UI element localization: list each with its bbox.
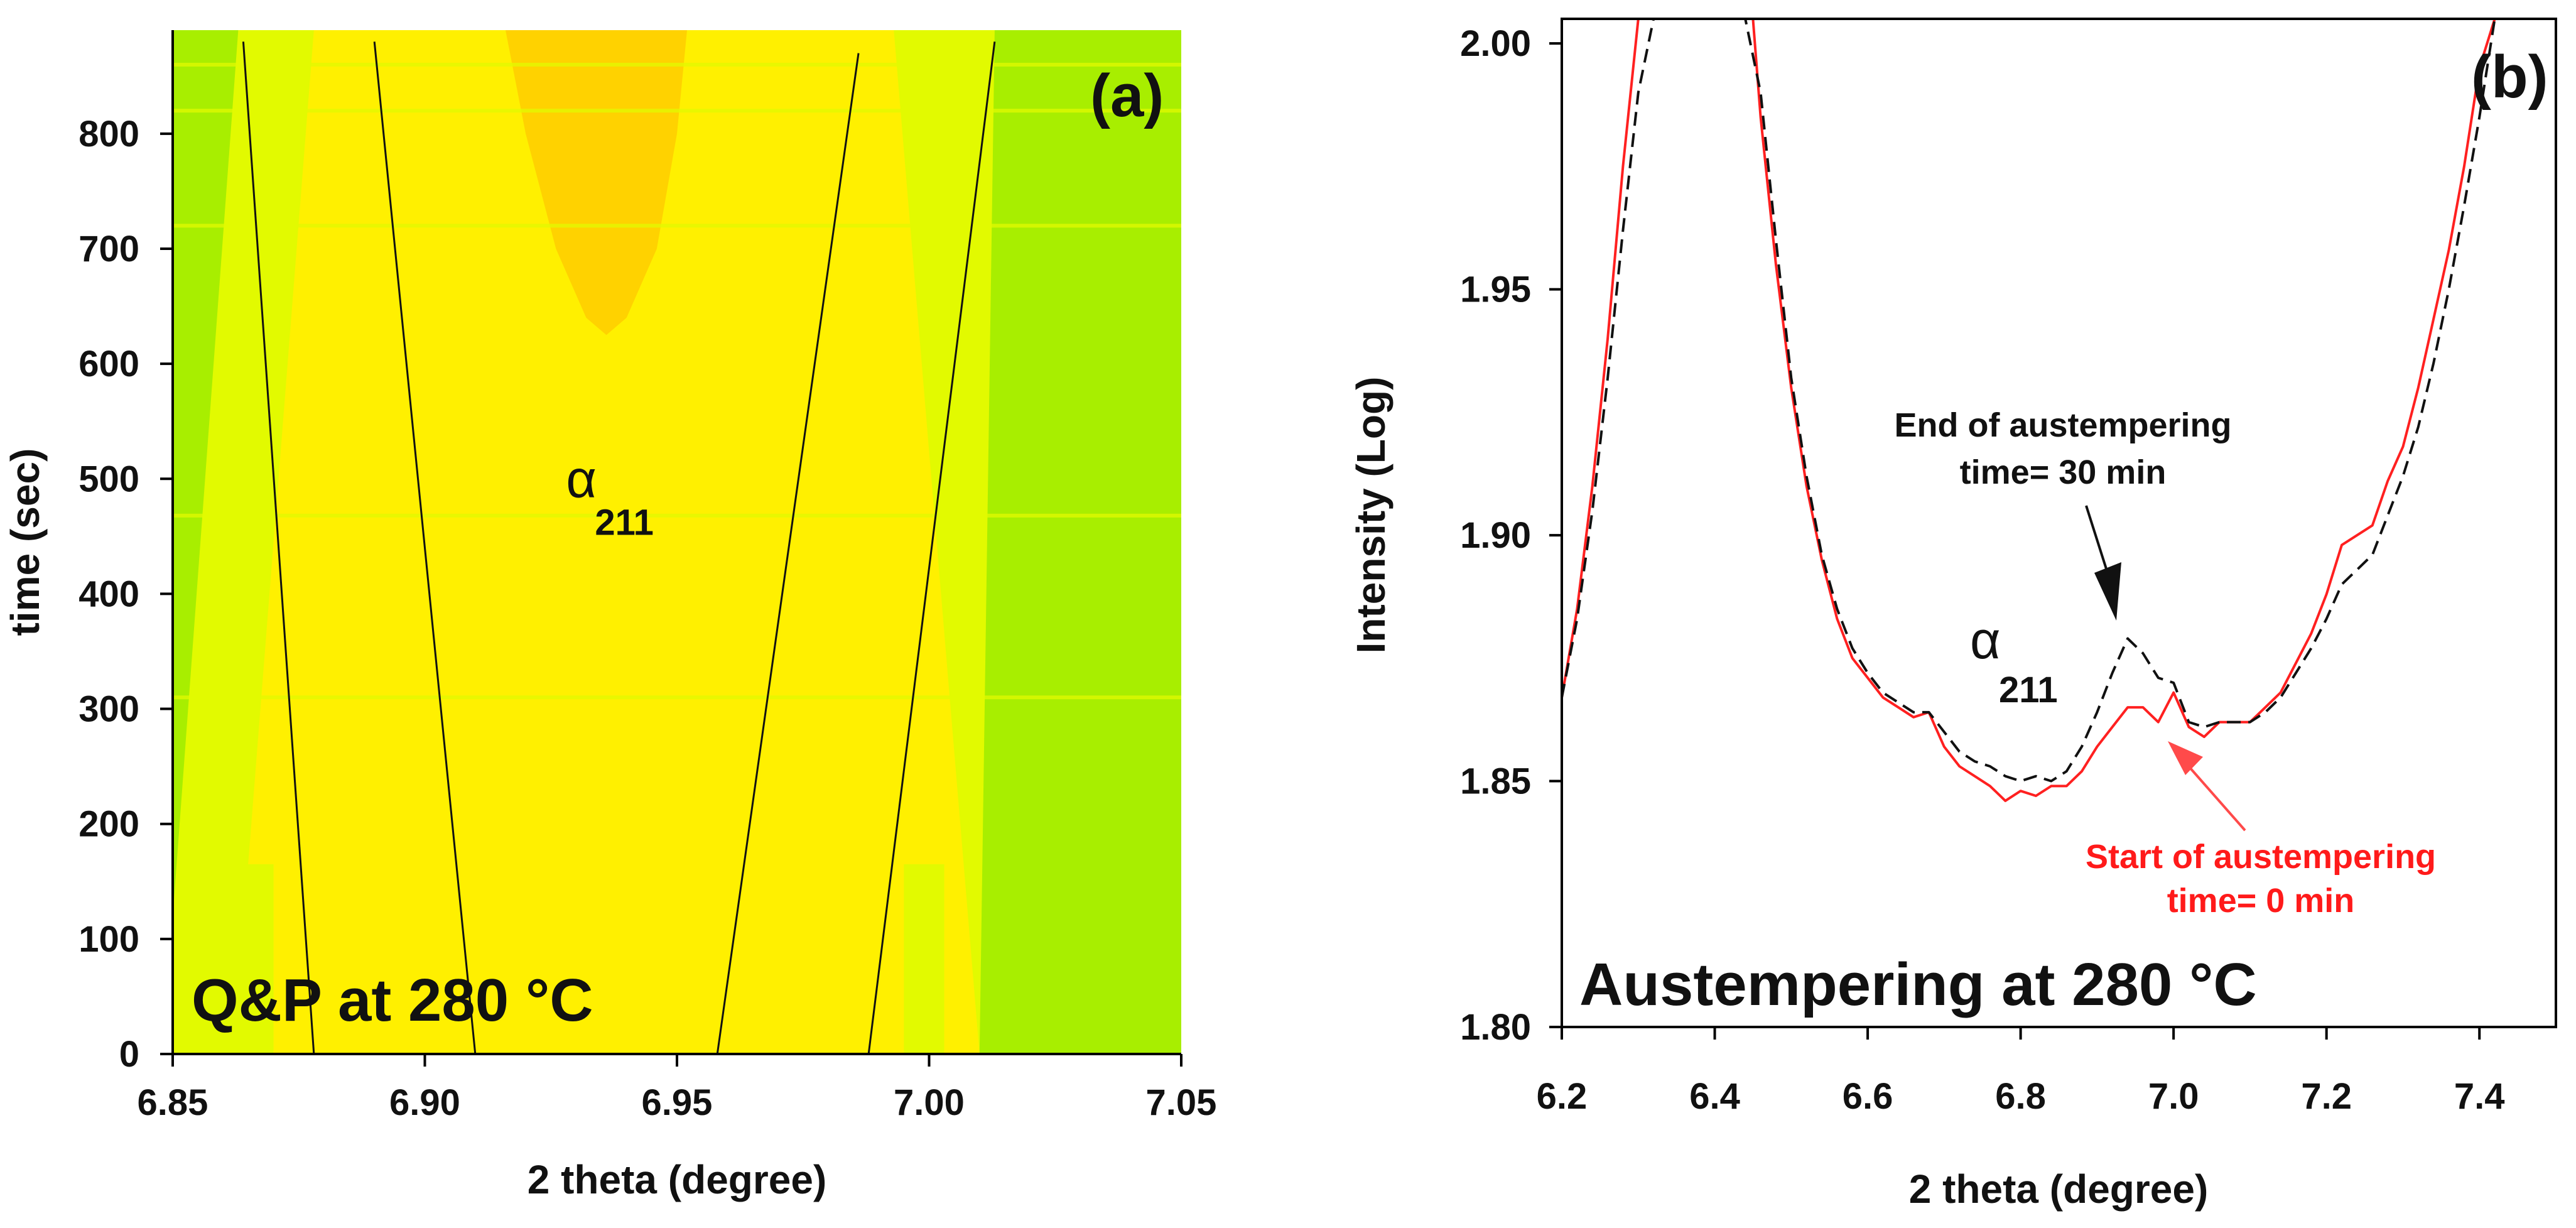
x-tick-label-a: 6.95 xyxy=(642,1082,713,1123)
end-label-line1: End of austempering xyxy=(1894,406,2231,444)
time-streak-4 xyxy=(173,695,1181,700)
x-tick-labels-b: 6.2 6.4 6.6 6.8 7.0 7.2 7.4 xyxy=(1537,1076,2505,1117)
plot-frame-b xyxy=(1561,18,2557,1028)
y-tick-label-b: 1.85 xyxy=(1460,761,1531,802)
band-block-right xyxy=(904,864,944,1054)
start-arrow-head xyxy=(2168,741,2203,775)
x-tick-label-a: 7.05 xyxy=(1146,1082,1217,1123)
time-streak-1 xyxy=(173,109,1181,113)
inset-title-b: Austempering at 280 °C xyxy=(1579,951,2257,1018)
heatmap-panel-a: 6.85 6.90 6.95 7.00 7.05 0 100 200 300 400 500 600… xyxy=(3,30,1216,1202)
x-tick-label-a: 6.90 xyxy=(389,1082,460,1123)
start-arrow xyxy=(2168,741,2246,832)
fit-line-2 xyxy=(716,53,860,1054)
x-tick-label-b: 7.2 xyxy=(2301,1076,2352,1117)
inset-label-a: Q&P at 280 °C xyxy=(192,967,593,1034)
y-tick-label-b: 1.90 xyxy=(1460,515,1531,556)
x-axis-label-a: 2 theta (degree) xyxy=(528,1157,827,1202)
y-tick-label-b: 2.00 xyxy=(1460,23,1531,64)
y-axis-label-b: Intensity (Log) xyxy=(1348,377,1394,654)
y-tick-label-a: 700 xyxy=(78,229,139,269)
alpha-subscript-b: 211 xyxy=(1999,670,2058,710)
series-line-start xyxy=(1562,19,2541,802)
x-tick-label-a: 7.00 xyxy=(894,1082,965,1123)
start-arrow-shaft xyxy=(2189,766,2246,832)
end-label-line2: time= 30 min xyxy=(1960,454,2167,491)
end-arrow-head xyxy=(2094,562,2121,621)
y-tick-label-a: 500 xyxy=(78,459,139,499)
y-tick-label-a: 300 xyxy=(78,689,139,730)
fit-line-1 xyxy=(373,41,477,1054)
x-tick-label-b: 7.0 xyxy=(2148,1076,2199,1117)
axes-b xyxy=(1549,18,2557,1040)
panel-label-a: (a) xyxy=(1090,62,1164,129)
x-tick-label-b: 6.6 xyxy=(1843,1076,1893,1117)
series-lines xyxy=(1562,19,2541,802)
fit-line-3 xyxy=(867,41,996,1054)
y-axis-label-a: time (sec) xyxy=(3,448,48,636)
alpha-symbol-b: α xyxy=(1970,611,2001,670)
heatmap-bands xyxy=(173,30,1181,1054)
x-tick-label-b: 6.8 xyxy=(1995,1076,2046,1117)
line-panel-b: 6.2 6.4 6.6 6.8 7.0 7.2 7.4 1.80 1.85 1.90 1.95 2.… xyxy=(1348,18,2557,1212)
y-tick-label-a: 200 xyxy=(78,804,139,845)
axes-a xyxy=(160,30,1182,1067)
y-tick-label-a: 600 xyxy=(78,344,139,384)
band-block-left xyxy=(233,864,274,1054)
panel-label-b: (b) xyxy=(2471,43,2548,111)
y-tick-label-b: 1.95 xyxy=(1460,269,1531,310)
band-inner xyxy=(233,30,980,1054)
x-tick-labels-a: 6.85 6.90 6.95 7.00 7.05 xyxy=(138,1082,1217,1123)
y-tick-label-a: 0 xyxy=(119,1034,139,1075)
series-line-end xyxy=(1562,19,2526,783)
y-tick-labels-a: 0 100 200 300 400 500 600 700 800 xyxy=(78,114,139,1075)
x-axis-label-b: 2 theta (degree) xyxy=(1909,1166,2209,1212)
alpha-symbol-a: α xyxy=(566,449,597,508)
y-tick-label-b: 1.80 xyxy=(1460,1007,1531,1048)
peak-core xyxy=(505,30,688,335)
alpha-subscript-a: 211 xyxy=(595,502,654,543)
alpha-annotation-a: α 211 xyxy=(566,449,654,543)
y-tick-label-a: 400 xyxy=(78,573,139,614)
time-streak-3 xyxy=(173,513,1181,518)
start-label-line2: time= 0 min xyxy=(2167,882,2355,920)
end-arrow-shaft xyxy=(2085,505,2109,575)
x-tick-label-b: 7.4 xyxy=(2454,1076,2505,1117)
x-tick-label-a: 6.85 xyxy=(138,1082,208,1123)
y-tick-label-a: 800 xyxy=(78,114,139,155)
x-tick-label-b: 6.4 xyxy=(1689,1076,1740,1117)
start-label-line1: Start of austempering xyxy=(2086,838,2436,876)
end-arrow xyxy=(2085,505,2121,621)
band-block-inner-right xyxy=(727,864,813,1054)
time-streak-0 xyxy=(173,62,1181,67)
alpha-annotation-b: α 211 xyxy=(1970,611,2058,710)
y-tick-label-a: 100 xyxy=(78,919,139,960)
time-streak-2 xyxy=(173,224,1181,228)
fit-lines xyxy=(242,41,996,1054)
x-tick-label-b: 6.2 xyxy=(1537,1076,1588,1117)
band-block-inner-left xyxy=(369,864,460,1054)
fit-line-0 xyxy=(242,41,315,1054)
y-tick-labels-b: 1.80 1.85 1.90 1.95 2.00 xyxy=(1460,23,1531,1048)
